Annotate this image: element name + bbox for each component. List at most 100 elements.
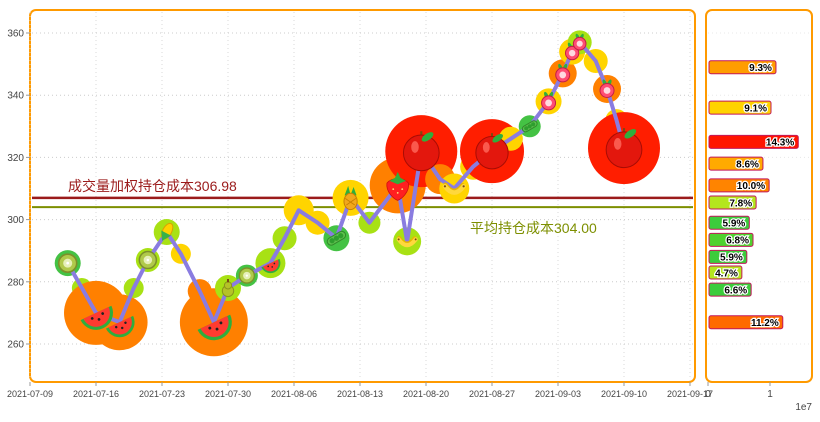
marker-watermelon-icon xyxy=(261,258,281,274)
x-tick-label: 2021-09-10 xyxy=(601,389,647,399)
marker-apple-icon xyxy=(605,128,643,169)
marker-corn-icon xyxy=(161,222,174,241)
corn-cob xyxy=(161,222,174,241)
volume-bar-pct-label: 9.3% xyxy=(749,63,772,74)
x-tick-label: 2021-07-23 xyxy=(139,389,185,399)
volume-bar xyxy=(708,134,799,149)
volume-bar xyxy=(708,195,757,210)
apple-body xyxy=(475,136,509,170)
watermelon-slice xyxy=(105,315,135,338)
marker-pear-icon xyxy=(221,278,235,298)
seed xyxy=(97,318,101,321)
seed xyxy=(121,326,124,330)
y-tick-label: 320 xyxy=(7,153,24,164)
seed xyxy=(396,191,399,194)
volume-x-tick-label: 1 xyxy=(767,389,773,400)
marker-strawberry-icon xyxy=(386,171,409,201)
seed xyxy=(124,321,127,324)
x-tick-label: 2021-07-16 xyxy=(73,389,119,399)
volume-bar-pct-label: 5.9% xyxy=(720,253,743,264)
x-tick-label: 2021-08-13 xyxy=(337,389,383,399)
volume-bar-pct-label: 11.2% xyxy=(751,318,779,329)
x-tick-label: 2021-07-30 xyxy=(205,389,251,399)
volume-bar xyxy=(708,215,750,230)
marker-pineapple-icon xyxy=(343,185,358,211)
seed xyxy=(115,325,118,329)
radish-center xyxy=(545,99,552,107)
pea xyxy=(329,238,335,244)
body xyxy=(343,192,358,211)
marker-kiwi-icon xyxy=(57,253,78,273)
kiwi-core xyxy=(146,258,150,262)
kiwi-core xyxy=(66,261,70,265)
radish-center xyxy=(568,49,576,57)
x-tick-label: 2021-09-03 xyxy=(535,389,581,399)
banana-tip xyxy=(443,185,447,188)
volume-bar xyxy=(708,178,770,193)
y-tick-label: 360 xyxy=(7,29,24,40)
marker-radish-icon xyxy=(541,91,557,111)
radish-center xyxy=(603,87,611,94)
volume-bar xyxy=(708,282,752,297)
highlight xyxy=(411,141,419,153)
volume-bar-pct-label: 14.3% xyxy=(766,138,794,149)
seed xyxy=(219,321,223,325)
volume-bar-pct-label: 6.6% xyxy=(724,285,747,296)
volume-x-tick-label: 0 xyxy=(705,389,711,400)
y-tick-label: 300 xyxy=(7,215,24,226)
pea xyxy=(333,235,340,241)
apple-body xyxy=(402,134,440,172)
volume-bar xyxy=(708,265,743,280)
leaf xyxy=(421,132,434,142)
seed xyxy=(101,312,105,315)
x-tick-label: 2021-08-20 xyxy=(403,389,449,399)
radish-center xyxy=(576,40,583,47)
volume-bar-pct-label: 4.7% xyxy=(715,268,738,279)
pea xyxy=(527,124,532,129)
watermelon-slice xyxy=(80,305,113,330)
marker-peas-icon xyxy=(521,120,538,133)
volume-bar-pct-label: 9.1% xyxy=(744,103,767,114)
leaf xyxy=(624,129,637,139)
x-tick-label: 2021-07-09 xyxy=(7,389,53,399)
volume-bar-pct-label: 10.0% xyxy=(737,181,765,192)
highlight xyxy=(613,137,622,150)
pear-top xyxy=(223,281,233,290)
x-tick-label: 2021-08-27 xyxy=(469,389,515,399)
banana-tip xyxy=(397,238,400,241)
marker-peas-icon xyxy=(326,230,347,246)
seed xyxy=(271,266,274,268)
apple-body xyxy=(605,131,643,169)
leaf xyxy=(492,133,503,143)
y-tick-label: 340 xyxy=(7,91,24,102)
seed xyxy=(392,188,395,191)
pea xyxy=(338,233,344,239)
volume-bar xyxy=(708,100,772,115)
marker-radish-icon xyxy=(599,79,615,98)
volume-bar xyxy=(708,60,777,75)
volume-bar xyxy=(708,315,784,330)
radish-center xyxy=(559,71,567,79)
marker-kiwi-icon xyxy=(238,267,256,284)
x-tick-label: 2021-09-17 xyxy=(667,389,713,399)
marker-apple-icon xyxy=(475,133,509,170)
watermelon-slice xyxy=(261,258,281,274)
calyx xyxy=(389,171,406,185)
volume-bar-pct-label: 5.9% xyxy=(723,219,746,230)
marker-banana-icon xyxy=(396,235,418,248)
volume-bar xyxy=(708,249,748,264)
kiwi-core xyxy=(245,274,248,277)
volume-bar-pct-label: 7.8% xyxy=(729,198,752,209)
marker-kiwi-icon xyxy=(138,250,158,270)
seed xyxy=(90,317,94,320)
volume-scale-label: 1e7 xyxy=(795,402,812,413)
volume-bar xyxy=(708,232,754,247)
x-tick-label: 2021-08-06 xyxy=(271,389,317,399)
seed xyxy=(273,262,276,265)
husk xyxy=(161,230,172,241)
volume-bar-pct-label: 6.8% xyxy=(726,236,749,247)
highlight xyxy=(482,142,490,153)
banana-tip xyxy=(414,238,417,241)
marker-watermelon-icon xyxy=(197,314,232,341)
y-tick-label: 260 xyxy=(7,340,24,351)
